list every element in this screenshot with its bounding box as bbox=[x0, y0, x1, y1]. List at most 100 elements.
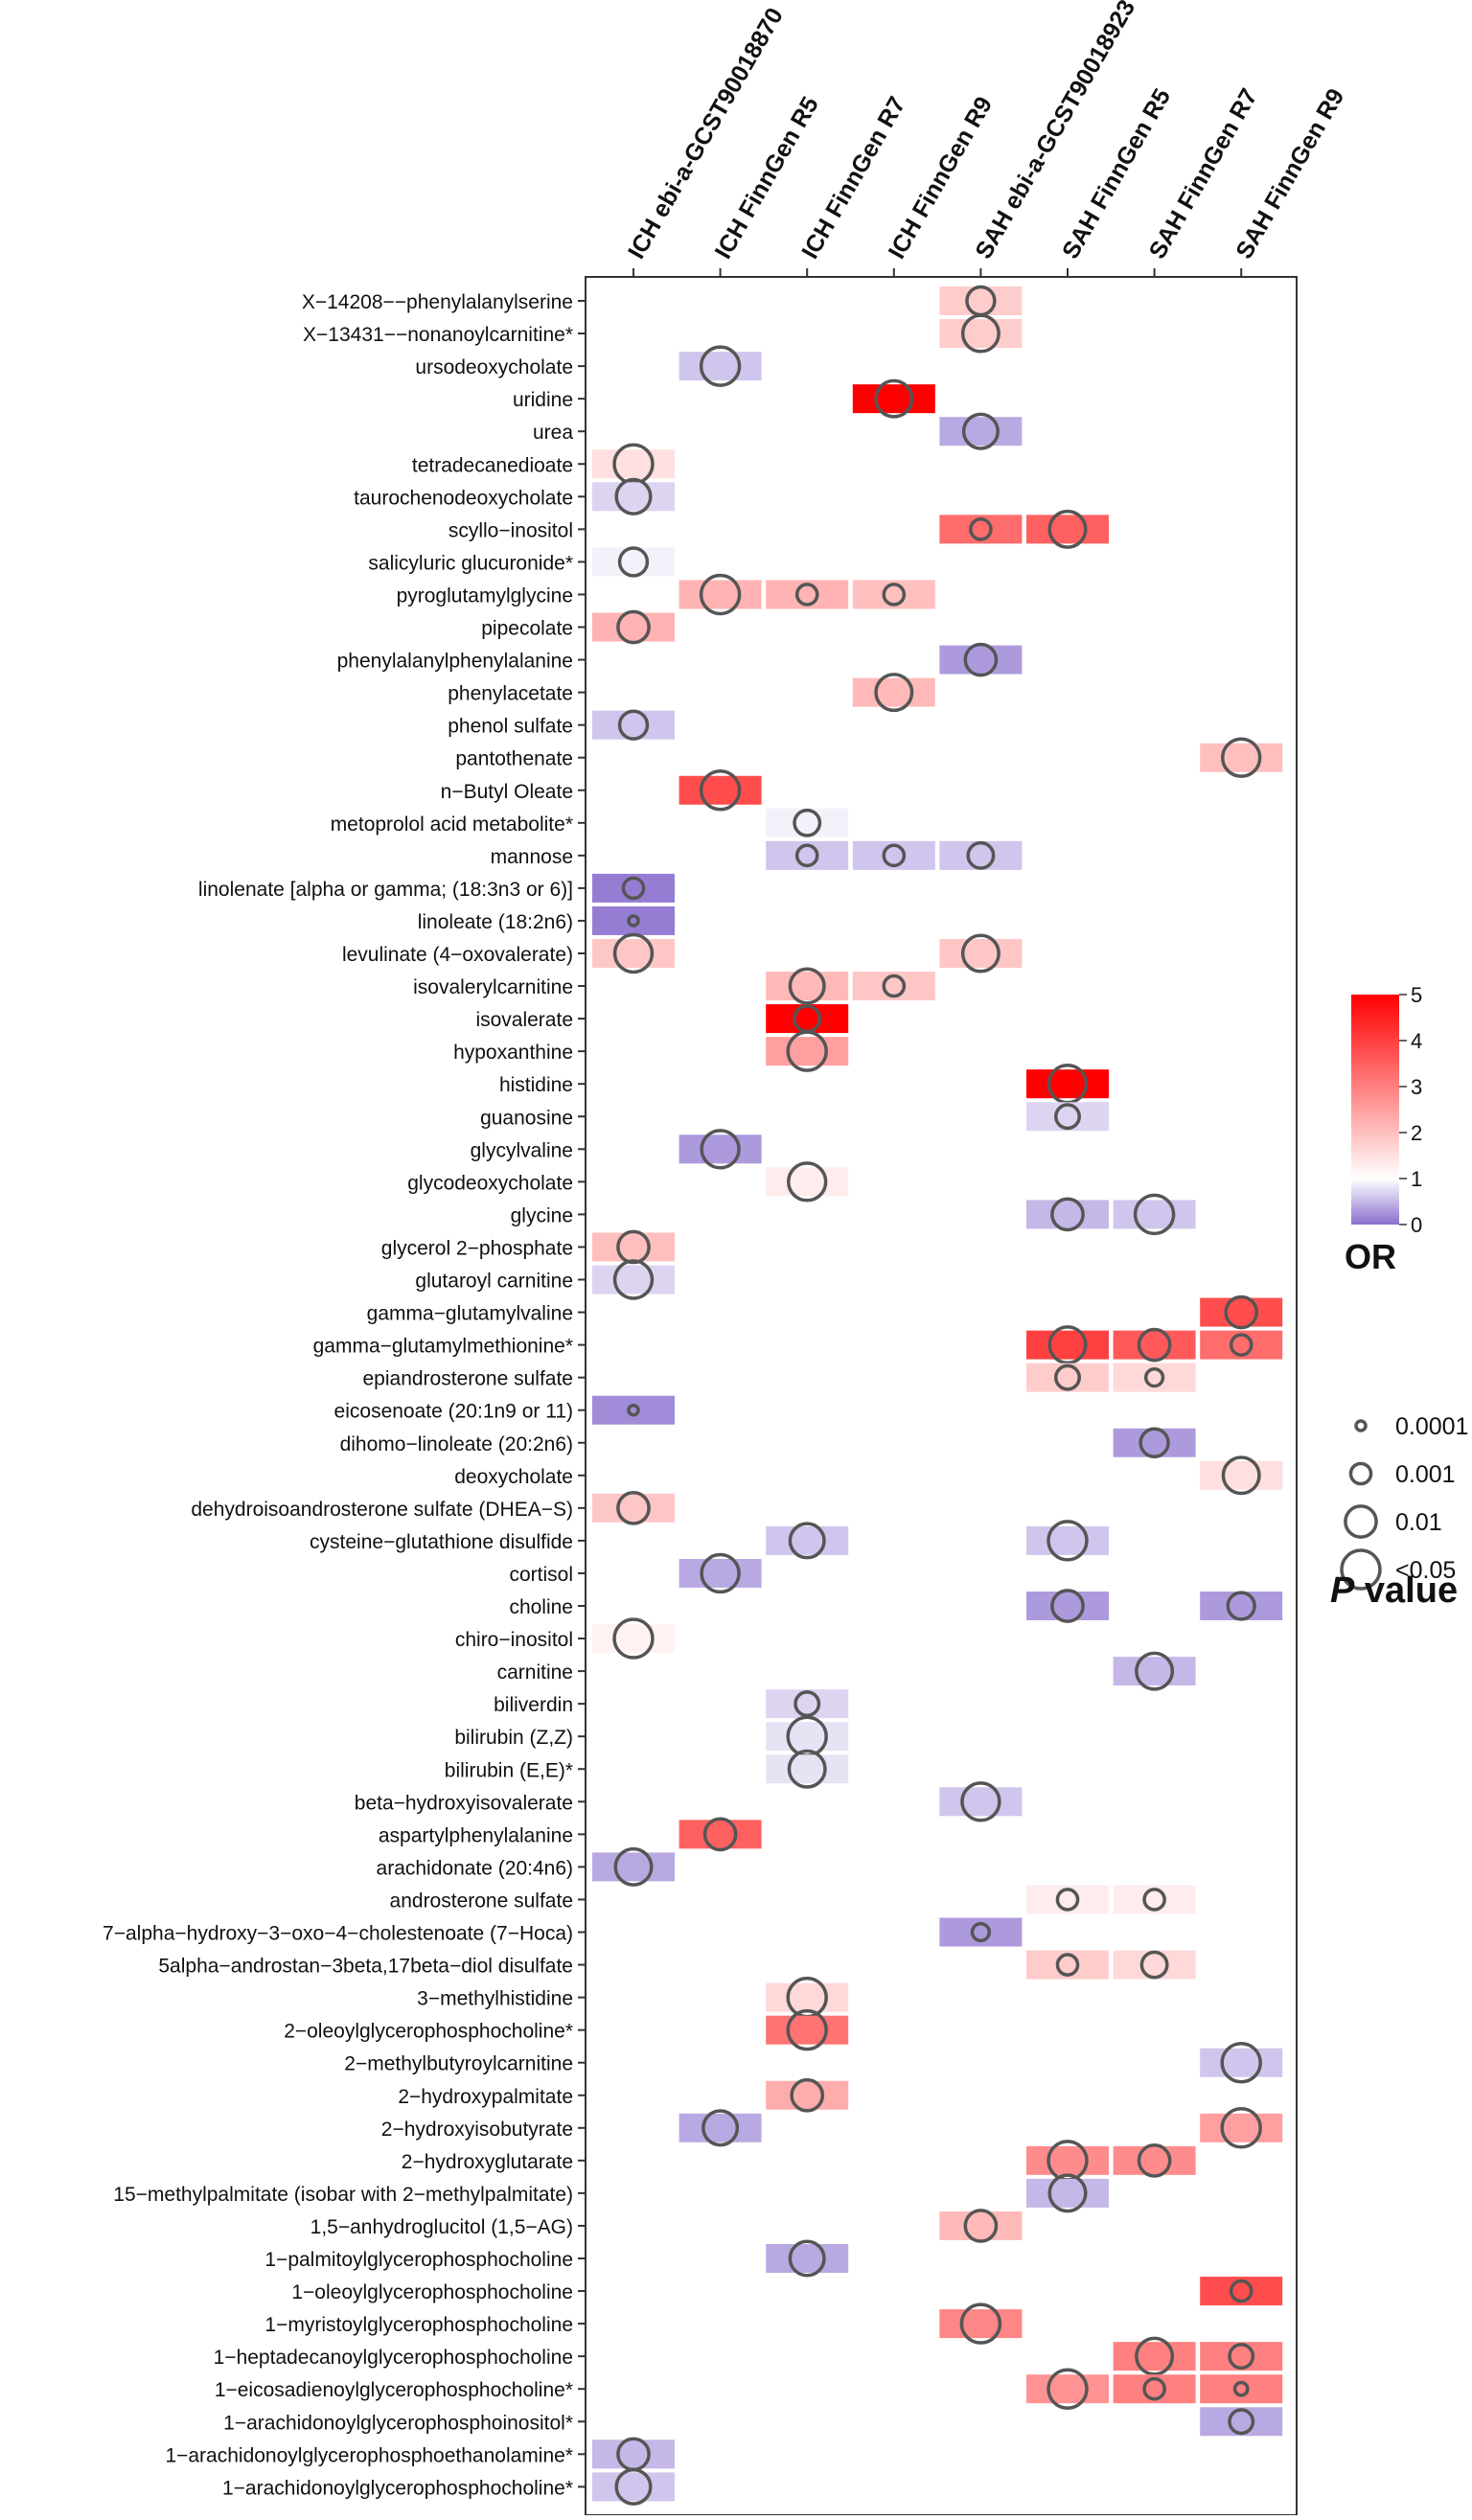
row-label: choline bbox=[509, 1596, 573, 1618]
heatmap-cell bbox=[678, 1820, 762, 1849]
row-label: bilirubin (Z,Z) bbox=[454, 1727, 573, 1749]
or-legend-colorbar bbox=[1351, 995, 1399, 1225]
p-value-circle bbox=[627, 1403, 640, 1417]
heatmap-cell bbox=[1113, 1330, 1196, 1360]
heatmap-cell bbox=[592, 2440, 675, 2469]
p-value-circle bbox=[1138, 1427, 1170, 1458]
row-label: 7−alpha−hydroxy−3−oxo−4−cholestenoate (7… bbox=[103, 1923, 573, 1945]
row-label: beta−hydroxyisovalerate bbox=[355, 1792, 573, 1814]
heatmap-cell bbox=[592, 2472, 675, 2502]
p-value-circle bbox=[1220, 2107, 1262, 2149]
heatmap-cell bbox=[1026, 1102, 1109, 1132]
p-value-circle bbox=[612, 1259, 655, 1300]
heatmap-cell bbox=[678, 352, 762, 381]
p-legend-items: 0.0001 0.001 0.01 <0.05 bbox=[1340, 1413, 1468, 1591]
row-label: 1−oleoylglycerophosphocholine bbox=[291, 2281, 573, 2303]
heatmap-cell bbox=[939, 2309, 1023, 2339]
p-value-circle bbox=[616, 1490, 651, 1525]
p-value-circle bbox=[970, 1921, 992, 1943]
p-legend-label: 0.001 bbox=[1395, 1461, 1456, 1488]
heatmap-cell bbox=[678, 1558, 762, 1588]
p-legend: 0.0001 0.001 0.01 <0.05 P value bbox=[1330, 1413, 1468, 1611]
heatmap-cell bbox=[939, 417, 1023, 447]
p-value-circle bbox=[794, 843, 819, 868]
cells-layer bbox=[592, 285, 1283, 2506]
heatmap-cell bbox=[766, 1689, 849, 1719]
heatmap-cell bbox=[1200, 1297, 1283, 1327]
row-label: 5alpha−androstan−3beta,17beta−diol disul… bbox=[158, 1956, 573, 1978]
p-value-circle bbox=[1055, 1888, 1080, 1912]
p-value-circle bbox=[1047, 509, 1088, 549]
heatmap-cell bbox=[1200, 2048, 1283, 2077]
heatmap-cell bbox=[592, 547, 675, 577]
heatmap-cell bbox=[1200, 2342, 1283, 2371]
row-label: epiandrosterone sulfate bbox=[363, 1368, 574, 1390]
p-value-circle bbox=[963, 2209, 999, 2243]
row-label: X−14208−−phenylalanylserine bbox=[302, 291, 573, 313]
row-label: dihomo−linoleate (20:2n6) bbox=[340, 1433, 573, 1455]
row-label: cysteine−glutathione disulfide bbox=[310, 1531, 573, 1553]
p-value-circle bbox=[613, 1846, 654, 1887]
p-value-circle bbox=[700, 1129, 741, 1170]
row-label: cortisol bbox=[509, 1564, 573, 1586]
row-label: glycerol 2−phosphate bbox=[381, 1237, 573, 1259]
p-value-circle bbox=[790, 2077, 825, 2113]
heatmap-cell bbox=[1026, 1525, 1109, 1555]
p-value-circle bbox=[699, 573, 742, 616]
heatmap-cell bbox=[852, 677, 935, 707]
row-label: pantothenate bbox=[455, 748, 573, 770]
heatmap-cell bbox=[1026, 1363, 1109, 1392]
p-value-circle bbox=[627, 914, 640, 928]
p-value-circle bbox=[786, 1161, 828, 1203]
p-value-circle bbox=[961, 412, 1000, 450]
p-value-circle bbox=[1226, 1591, 1256, 1621]
row-label: tetradecanedioate bbox=[412, 454, 573, 476]
p-value-circle bbox=[1221, 1455, 1261, 1496]
heatmap-cell bbox=[592, 612, 675, 642]
heatmap-cell bbox=[592, 905, 675, 935]
or-legend-ticks: 5 4 3 2 1 0 bbox=[1399, 983, 1422, 1237]
heatmap-cell bbox=[678, 2113, 762, 2142]
heatmap-cell bbox=[1200, 743, 1283, 772]
heatmap-cell bbox=[1113, 2145, 1196, 2175]
p-value-circle bbox=[1054, 1363, 1081, 1391]
row-label: urea bbox=[533, 422, 573, 444]
row-label: histidine bbox=[499, 1074, 573, 1096]
heatmap-cell bbox=[1026, 1200, 1109, 1229]
row-label: 1−arachidonoylglycerophosphocholine* bbox=[222, 2477, 573, 2499]
heatmap-cell bbox=[592, 939, 675, 968]
p-value-circle bbox=[1142, 2376, 1166, 2401]
row-label: scyllo−inositol bbox=[448, 519, 573, 541]
p-value-circle bbox=[617, 546, 650, 578]
row-label: androsterone sulfate bbox=[390, 1890, 573, 1912]
p-value-circle bbox=[614, 477, 653, 515]
p-value-circle bbox=[1137, 2142, 1172, 2178]
panel-frame bbox=[585, 276, 1298, 2516]
row-label: glycodeoxycholate bbox=[407, 1172, 573, 1194]
p-legend-circle bbox=[1344, 1504, 1378, 1539]
p-value-circle bbox=[700, 1552, 741, 1594]
or-tick-label: 0 bbox=[1411, 1213, 1422, 1237]
row-label: 1−myristoylglycerophosphocholine bbox=[264, 2314, 573, 2336]
heatmap-cell bbox=[1113, 2342, 1196, 2371]
p-value-circle bbox=[960, 933, 1000, 974]
heatmap-cell bbox=[766, 1037, 849, 1066]
row-label: bilirubin (E,E)* bbox=[445, 1759, 573, 1781]
heatmap-cell bbox=[766, 2015, 849, 2045]
or-tick-label: 1 bbox=[1411, 1167, 1422, 1191]
p-value-circle bbox=[1047, 2173, 1088, 2213]
p-value-circle bbox=[699, 345, 742, 387]
heatmap-cell bbox=[766, 1982, 849, 2012]
p-value-circle bbox=[1224, 1294, 1259, 1330]
row-label: arachidonate (20:4n6) bbox=[377, 1857, 573, 1879]
row-label: uridine bbox=[513, 389, 573, 411]
or-legend: 5 4 3 2 1 0 OR bbox=[1345, 983, 1422, 1276]
p-value-circle bbox=[788, 1522, 826, 1560]
heatmap-cell bbox=[766, 2244, 849, 2273]
heatmap-cell bbox=[592, 1624, 675, 1654]
row-label: phenylacetate bbox=[448, 683, 573, 705]
heatmap-cell bbox=[1200, 2113, 1283, 2142]
p-value-circle bbox=[1232, 2380, 1250, 2397]
